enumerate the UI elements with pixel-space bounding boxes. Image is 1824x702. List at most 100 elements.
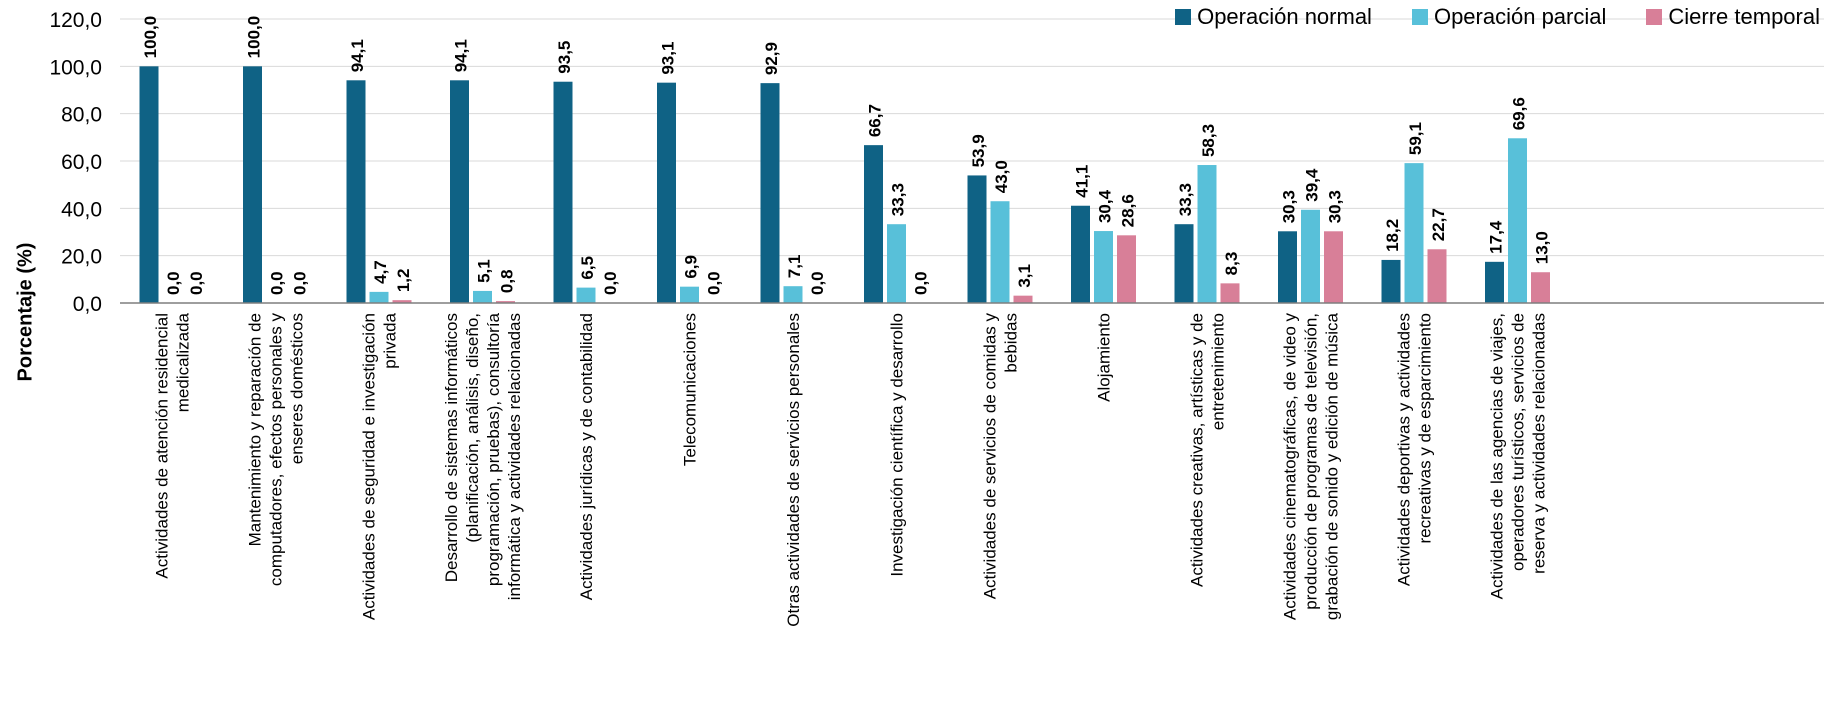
x-tick-label: Alojamiento	[1095, 313, 1114, 402]
data-label: 30,3	[1326, 190, 1345, 223]
x-tick-label-line: Actividades de atención residencial	[153, 313, 172, 579]
x-tick-label-line: medicalizada	[174, 312, 193, 412]
bar	[1094, 231, 1113, 303]
data-label: 0,0	[164, 271, 183, 295]
x-tick-label: Otras actividades de servicios personale…	[784, 313, 803, 627]
y-axis-title: Porcentaje (%)	[14, 242, 37, 382]
bar	[990, 201, 1010, 303]
x-tick-label-line: entretenimiento	[1209, 313, 1228, 430]
data-label: 39,4	[1303, 168, 1322, 202]
data-label: 41,1	[1073, 165, 1092, 198]
x-tick-label-line: programación, pruebas), consultoría	[484, 312, 503, 586]
x-tick-label: Actividades de servicios de comidas y beb…	[981, 313, 1021, 600]
y-axis-title-container: Porcentaje (%)	[6, 0, 46, 702]
x-tick-label-line: grabación de sonido y edición de música	[1323, 312, 1342, 620]
legend-item-cierre: Cierre temporal	[1646, 4, 1820, 30]
x-tick-label: Actividades de atención residencial medic…	[153, 312, 193, 578]
legend: Operación normal Operación parcial Cierr…	[1175, 4, 1820, 30]
data-label: 100,0	[141, 16, 160, 59]
data-label: 4,7	[371, 260, 390, 284]
bar	[1485, 261, 1504, 303]
x-tick-label-line: producción de programas de televisión,	[1302, 313, 1321, 610]
data-label: 33,3	[889, 183, 908, 216]
data-label: 3,1	[1015, 264, 1034, 288]
y-tick-label: 60,0	[61, 151, 102, 174]
y-tick-label: 80,0	[61, 104, 102, 127]
data-label: 43,0	[992, 160, 1011, 193]
x-tick-label-line: Actividades jurídicas y de contabilidad	[577, 313, 596, 600]
data-label: 28,6	[1119, 194, 1138, 227]
data-label: 1,2	[394, 269, 413, 293]
x-tick-label-line: Actividades de servicios de comidas y	[981, 313, 1000, 600]
x-tick-label: Investigación científica y desarrollo	[888, 313, 907, 577]
bar	[1117, 235, 1136, 303]
data-label: 0,0	[268, 271, 287, 295]
x-tick-label-line: Investigación científica y desarrollo	[888, 313, 907, 577]
x-tick-label-line: Desarrollo de sistemas informáticos	[442, 313, 461, 582]
legend-label-parcial: Operación parcial	[1433, 4, 1607, 29]
bar	[1508, 138, 1527, 303]
data-label: 0,8	[498, 269, 517, 293]
bar	[576, 287, 596, 303]
x-tick-label: Actividades de seguridad e investigación…	[360, 312, 400, 620]
x-tick-label-line: Actividades de las agencias de viajes,	[1488, 313, 1507, 599]
x-tick-label-line: bebidas	[1002, 313, 1021, 373]
y-tick-label: 20,0	[61, 246, 102, 269]
x-tick-label-line: Telecomunicaciones	[681, 313, 700, 466]
bar	[346, 80, 366, 304]
data-label: 8,3	[1222, 252, 1241, 276]
bar	[1324, 231, 1343, 303]
bar	[1427, 249, 1447, 303]
legend-swatch-parcial	[1411, 9, 1428, 25]
data-label: 22,7	[1429, 208, 1448, 241]
data-label: 30,3	[1280, 190, 1299, 223]
data-label: 92,9	[762, 42, 781, 75]
bar	[139, 66, 159, 303]
data-label: 0,0	[187, 271, 206, 295]
data-label: 17,4	[1487, 220, 1506, 254]
bar	[369, 291, 389, 303]
bar	[1071, 205, 1090, 303]
data-label: 0,0	[705, 271, 724, 295]
data-label: 69,6	[1510, 97, 1529, 130]
bar	[496, 301, 515, 303]
bar	[1013, 295, 1033, 303]
x-tick-label: Actividades creativas, artísticas y de en…	[1188, 313, 1228, 587]
data-label: 6,5	[578, 256, 597, 280]
x-tick-label-line: Actividades de seguridad e investigación	[360, 313, 379, 620]
legend-swatch-cierre	[1646, 9, 1663, 25]
data-label: 6,9	[682, 255, 701, 279]
bar	[473, 290, 492, 303]
bar	[1381, 259, 1401, 303]
data-label: 30,4	[1096, 189, 1115, 223]
x-tick-label-line: computadores, efectos personales y	[267, 313, 286, 587]
x-tick-label: Mantenimiento y reparación de computadore…	[246, 313, 307, 587]
x-tick-label-line: privada	[381, 312, 400, 368]
bar	[553, 81, 573, 303]
x-tick-label: Desarrollo de sistemas informáticos (plan…	[442, 312, 524, 600]
x-tick-label-line: recreativas y de esparcimiento	[1416, 313, 1435, 544]
data-label: 0,0	[291, 271, 310, 295]
data-label: 0,0	[601, 271, 620, 295]
x-tick-label-line: Actividades deportivas y actividades	[1395, 313, 1414, 586]
bar	[450, 80, 469, 304]
data-label: 94,1	[452, 39, 471, 72]
data-label: 100,0	[245, 16, 264, 59]
bar	[243, 66, 262, 303]
data-label: 58,3	[1199, 124, 1218, 157]
bar	[680, 286, 699, 303]
bar	[657, 82, 676, 303]
data-label: 18,2	[1383, 219, 1402, 252]
bar	[1301, 209, 1320, 303]
x-tick-label-line: (planificación, análisis, diseño,	[463, 313, 482, 543]
bar	[887, 224, 906, 303]
x-tick-label: Actividades deportivas y actividades recr…	[1395, 313, 1435, 586]
legend-swatch-normal	[1175, 9, 1192, 25]
y-tick-label: 100,0	[49, 56, 102, 79]
x-tick-label-line: reserva y actividades relacionadas	[1530, 313, 1549, 574]
bar	[760, 83, 780, 304]
data-label: 13,0	[1533, 231, 1552, 264]
bar	[864, 145, 883, 303]
y-tick-label: 40,0	[61, 198, 102, 221]
